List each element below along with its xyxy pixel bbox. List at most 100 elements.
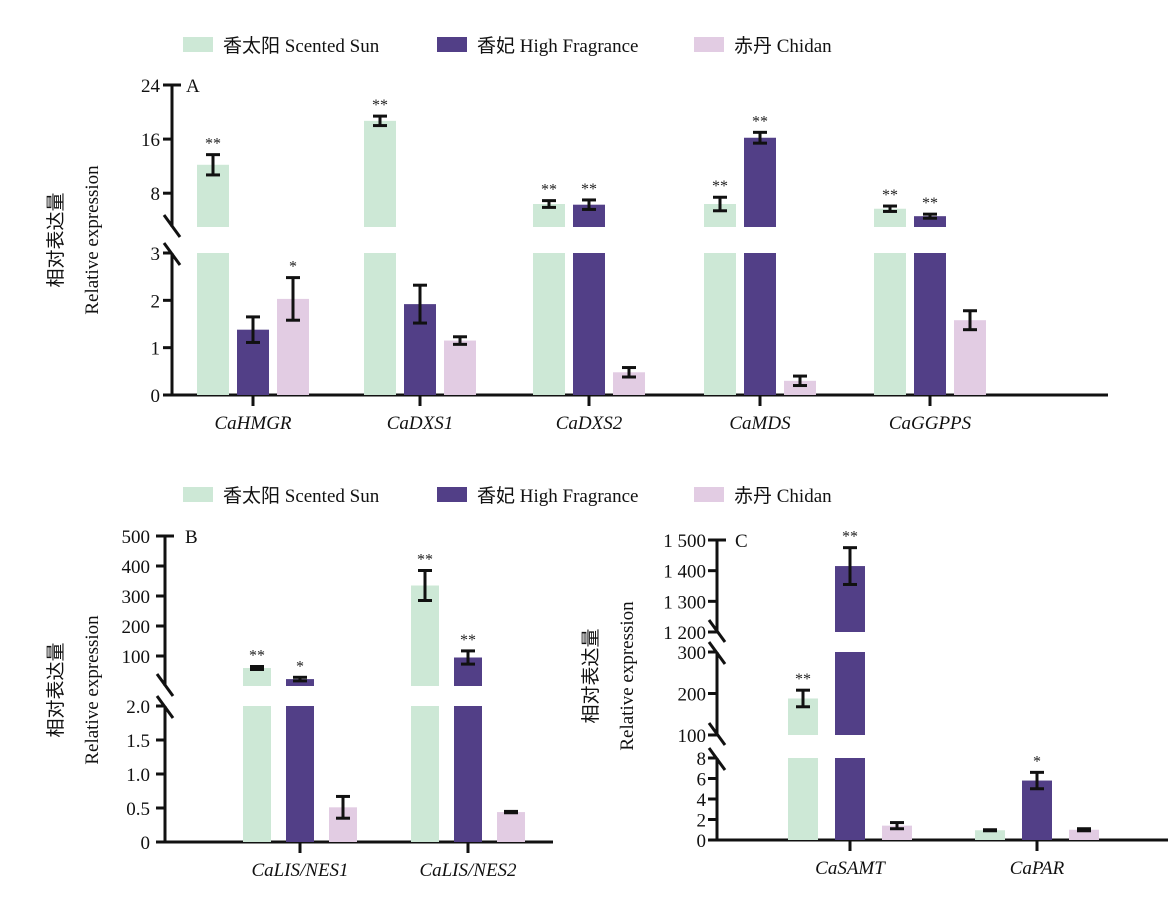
- panel-a-y-tick-label: 2: [151, 291, 161, 312]
- panel-a-label: A: [186, 76, 200, 97]
- panel-b-y-tick-label: 1.5: [126, 731, 150, 752]
- panel-b-y-tick-label: 100: [122, 647, 151, 668]
- panel-c-bar-scented-sun: [788, 758, 818, 840]
- panel-a-category-label: CaMDS: [729, 413, 791, 434]
- panel-c-y-tick-label: 6: [697, 770, 707, 791]
- panel-a-significance-mark: **: [922, 195, 938, 212]
- panel-b-bar-high-fragrance: [286, 679, 314, 686]
- panel-b-legend-swatch: [437, 487, 467, 502]
- panel-c-bar-high-fragrance: [835, 652, 865, 735]
- panel-b-y-tick-label: 0: [141, 833, 151, 854]
- panel-b-ylabel: Relative expression: [82, 615, 103, 765]
- panel-b-significance-mark: **: [249, 648, 265, 665]
- panel-b-label: B: [185, 527, 198, 548]
- panel-a-bar-scented-sun: [364, 120, 396, 227]
- panel-a-significance-mark: **: [882, 187, 898, 204]
- panel-a-bar-scented-sun: [364, 253, 396, 395]
- panel-a-legend-swatch: [183, 37, 213, 52]
- panel-a-significance-mark: **: [541, 182, 557, 199]
- panel-a-bar-chidan: [444, 340, 476, 395]
- panel-c-category-label: CaPAR: [1010, 858, 1065, 879]
- panel-a-significance-mark: *: [289, 259, 297, 276]
- panel-a-bar-high-fragrance: [573, 204, 605, 227]
- panel-b-category-label: CaLIS/NES1: [251, 860, 348, 881]
- panel-c-y-tick-label: 1 300: [663, 592, 706, 613]
- panel-a-bar-scented-sun: [874, 253, 906, 395]
- panel-b-significance-mark: **: [460, 632, 476, 649]
- panel-b-legend-swatch: [694, 487, 724, 502]
- panel-c-label: C: [735, 531, 748, 552]
- panel-c-y-tick-label: 200: [678, 685, 707, 706]
- panel-b-y-tick-label: 1.0: [126, 765, 150, 786]
- panel-b-y-tick-label: 500: [122, 527, 151, 548]
- panel-b-legend-label: 香妃 High Fragrance: [477, 485, 638, 507]
- panel-a-category-label: CaHMGR: [214, 413, 291, 434]
- panel-c-category-label: CaSAMT: [815, 858, 886, 879]
- panel-a-bar-scented-sun: [874, 208, 906, 227]
- panel-a-y-tick-label: 24: [141, 76, 161, 97]
- panel-b-bar-scented-sun: [243, 706, 271, 842]
- panel-b-bar-scented-sun: [411, 585, 439, 686]
- panel-c-y-tick-label: 1 500: [663, 531, 706, 552]
- panel-a-y-tick-label: 16: [141, 130, 160, 151]
- panel-b-legend-swatch: [183, 487, 213, 502]
- panel-c-bar-high-fragrance: [1022, 780, 1052, 840]
- panel-a-bar-chidan: [784, 380, 816, 395]
- panel-c-y-tick-label: 100: [678, 726, 707, 747]
- panel-a-ylabel-cn: 相对表达量: [45, 192, 67, 287]
- panel-a-bar-chidan: [613, 372, 645, 395]
- panel-a-bar-scented-sun: [704, 204, 736, 227]
- panel-b-y-tick-label: 200: [122, 617, 151, 638]
- panel-a-y-tick-label: 0: [151, 386, 161, 407]
- panel-a-bar-high-fragrance: [744, 253, 776, 395]
- panel-a-ylabel: Relative expression: [82, 165, 103, 315]
- panel-a-category-label: CaGGPPS: [889, 413, 972, 434]
- panel-b-bar-high-fragrance: [454, 706, 482, 842]
- panel-a-bar-high-fragrance: [744, 137, 776, 227]
- panel-a-bar-scented-sun: [704, 253, 736, 395]
- panel-b-y-tick-label: 2.0: [126, 697, 150, 718]
- panel-c-significance-mark: **: [795, 671, 811, 688]
- panel-b-bar-scented-sun: [243, 668, 271, 686]
- panel-c-significance-mark: *: [1033, 753, 1041, 770]
- panel-b-significance-mark: **: [417, 552, 433, 569]
- panel-b-significance-mark: *: [296, 658, 304, 675]
- panel-b-legend-label: 香太阳 Scented Sun: [223, 485, 380, 507]
- panel-a-bar-scented-sun: [533, 204, 565, 227]
- panel-a-bar-chidan: [954, 320, 986, 395]
- panel-a-bar-high-fragrance: [914, 253, 946, 395]
- panel-b-bar-high-fragrance: [286, 706, 314, 842]
- panel-b-legend-label: 赤丹 Chidan: [734, 485, 832, 507]
- panel-c-bar-scented-sun: [975, 830, 1005, 840]
- panel-a-y-tick-label: 1: [151, 339, 161, 360]
- panel-b-y-tick-label: 400: [122, 557, 151, 578]
- panel-a-significance-mark: **: [712, 178, 728, 195]
- panel-c-bar-high-fragrance: [835, 758, 865, 840]
- panel-b-y-tick-label: 0.5: [126, 799, 150, 820]
- panel-a-significance-mark: **: [372, 97, 388, 114]
- panel-a-legend-swatch: [437, 37, 467, 52]
- panel-b-bar-scented-sun: [411, 706, 439, 842]
- panel-c-bar-chidan: [1069, 829, 1099, 840]
- panel-c-y-tick-label: 4: [697, 790, 707, 811]
- panel-a-category-label: CaDXS1: [387, 413, 454, 434]
- panel-a-significance-mark: **: [581, 181, 597, 198]
- panel-b-y-tick-label: 300: [122, 587, 151, 608]
- panel-a-significance-mark: **: [205, 136, 221, 153]
- panel-c-y-tick-label: 8: [697, 749, 707, 770]
- panel-a-category-label: CaDXS2: [556, 413, 623, 434]
- panel-c-y-tick-label: 300: [678, 643, 707, 664]
- panel-a-legend-label: 香妃 High Fragrance: [477, 35, 638, 57]
- panel-a-y-tick-label: 3: [151, 244, 161, 265]
- panel-c-ylabel-cn: 相对表达量: [580, 628, 602, 723]
- panel-a-bar-high-fragrance: [573, 253, 605, 395]
- panel-a-bar-scented-sun: [533, 253, 565, 395]
- panel-a-bar-high-fragrance: [914, 216, 946, 227]
- panel-a-significance-mark: **: [752, 113, 768, 130]
- panel-c-y-tick-label: 0: [697, 831, 707, 852]
- panel-b-axis-break: [155, 673, 175, 697]
- panel-a-legend-label: 香太阳 Scented Sun: [223, 35, 380, 57]
- panel-c-y-tick-label: 1 400: [663, 562, 706, 583]
- panel-c-y-tick-label: 1 200: [663, 623, 706, 644]
